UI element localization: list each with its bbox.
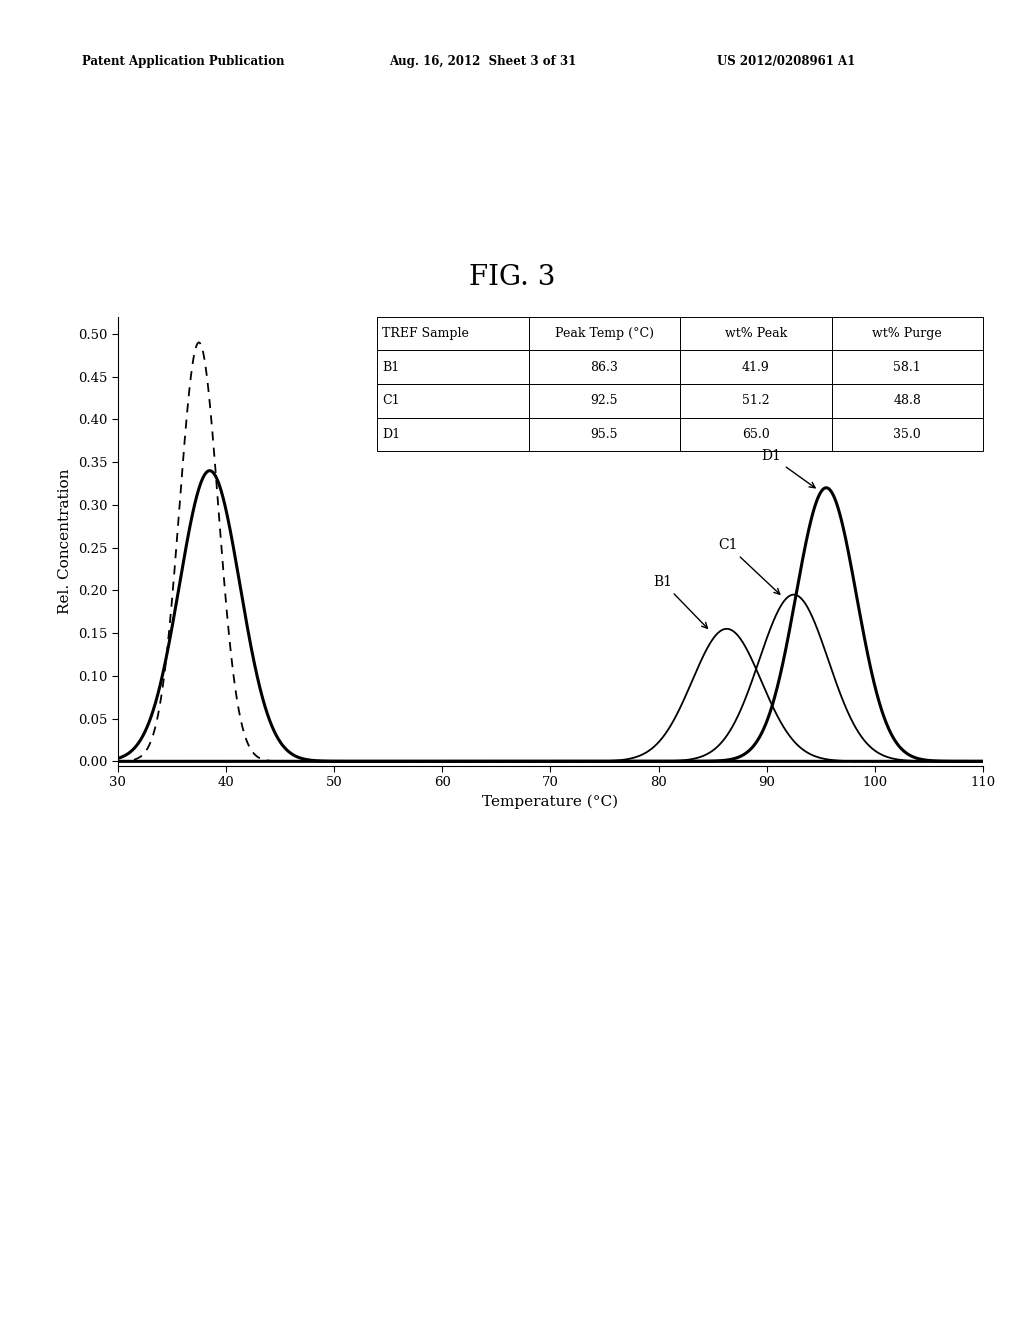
Text: FIG. 3: FIG. 3	[469, 264, 555, 290]
Text: US 2012/0208961 A1: US 2012/0208961 A1	[717, 55, 855, 69]
Text: Patent Application Publication: Patent Application Publication	[82, 55, 285, 69]
Y-axis label: Rel. Concentration: Rel. Concentration	[58, 469, 73, 614]
Text: Aug. 16, 2012  Sheet 3 of 31: Aug. 16, 2012 Sheet 3 of 31	[389, 55, 577, 69]
X-axis label: Temperature (°C): Temperature (°C)	[482, 795, 618, 809]
Text: D1: D1	[761, 449, 815, 488]
Text: C1: C1	[718, 539, 780, 594]
Text: B1: B1	[653, 576, 708, 628]
